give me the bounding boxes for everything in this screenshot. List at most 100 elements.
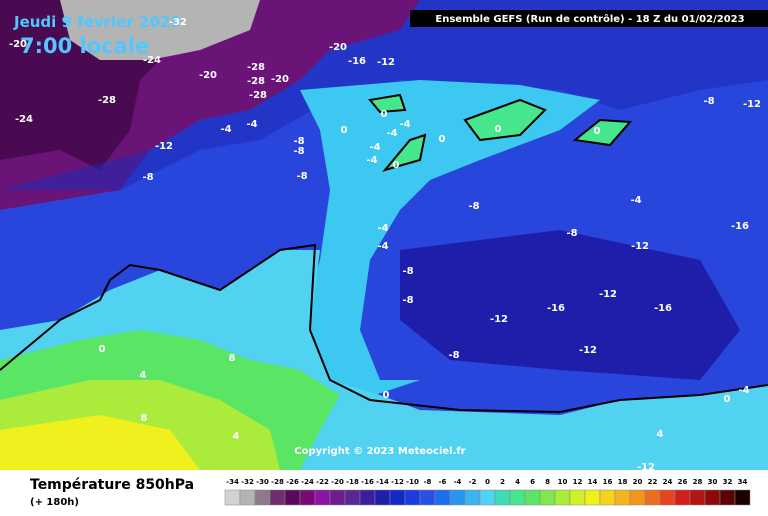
contour-label: 0 <box>724 394 731 405</box>
contour-label: -12 <box>599 289 617 300</box>
legend-swatch <box>584 489 601 506</box>
contour-label: 8 <box>229 353 236 364</box>
zero-contour-islands <box>368 93 633 172</box>
contour-label: -4 <box>386 128 397 139</box>
legend-swatch <box>254 489 271 506</box>
copyright: Copyright © 2023 Meteociel.fr <box>294 446 465 457</box>
legend-swatch <box>494 489 511 506</box>
contour-label: -8 <box>142 172 153 183</box>
legend-swatch <box>449 489 466 506</box>
legend-swatch <box>284 489 301 506</box>
legend-tick: -24 <box>301 478 314 486</box>
contour-label: -4 <box>738 385 749 396</box>
contour-label: -20 <box>271 74 289 85</box>
legend-tick: 14 <box>588 478 598 486</box>
contour-label: -12 <box>377 57 395 68</box>
legend-tick: -26 <box>286 478 299 486</box>
legend-tick: -2 <box>469 478 477 486</box>
legend-tick: 26 <box>678 478 688 486</box>
legend-tick: 12 <box>573 478 583 486</box>
legend-tick: 8 <box>545 478 550 486</box>
contour-label: -12 <box>637 462 655 473</box>
contour-label: 8 <box>141 413 148 424</box>
mid-region <box>0 0 768 190</box>
legend-swatch <box>269 489 286 506</box>
legend-tick: -16 <box>361 478 374 486</box>
contour-label: -20 <box>199 70 217 81</box>
contour-label: -4 <box>630 195 641 206</box>
legend-swatch <box>329 489 346 506</box>
legend-tick: -8 <box>424 478 432 486</box>
legend-tick: -28 <box>271 478 284 486</box>
contour-label: -4 <box>369 142 380 153</box>
legend-swatch <box>614 489 631 506</box>
contour-label: -20 <box>9 39 27 50</box>
contour-label: 0 <box>594 126 601 137</box>
contour-label: 0 <box>383 390 390 401</box>
legend-tick: -14 <box>376 478 389 486</box>
contour-label: -28 <box>249 90 267 101</box>
contour-label: -4 <box>377 223 388 234</box>
legend-tick: -22 <box>316 478 329 486</box>
contour-label: -12 <box>579 345 597 356</box>
legend-tick: 32 <box>723 478 733 486</box>
contour-label: -4 <box>366 155 377 166</box>
legend-tick: 28 <box>693 478 703 486</box>
mild-tongue <box>300 80 600 400</box>
contour-label: -16 <box>731 221 749 232</box>
legend-swatch <box>419 489 436 506</box>
contour-label: -20 <box>329 42 347 53</box>
legend-tick: 18 <box>618 478 628 486</box>
legend-swatch <box>404 489 421 506</box>
contour-label: -8 <box>293 146 304 157</box>
legend-tick: -10 <box>406 478 419 486</box>
legend-swatch <box>659 489 676 506</box>
contour-label: 0 <box>99 344 106 355</box>
legend-tick: -20 <box>331 478 344 486</box>
legend-tick: 30 <box>708 478 718 486</box>
contour-label: -8 <box>448 350 459 361</box>
legend-swatch <box>704 489 721 506</box>
legend-swatch <box>299 489 316 506</box>
legend-tick: -4 <box>454 478 462 486</box>
contour-label: -32 <box>169 17 187 28</box>
contour-label: 4 <box>657 429 664 440</box>
legend-swatch <box>359 489 376 506</box>
legend-tick: -18 <box>346 478 359 486</box>
legend-tick: 0 <box>485 478 490 486</box>
legend-swatch <box>239 489 256 506</box>
legend-swatch <box>524 489 541 506</box>
legend-swatch <box>689 489 706 506</box>
legend-tick: 2 <box>500 478 505 486</box>
legend-tick: 6 <box>530 478 535 486</box>
legend-tick: 20 <box>633 478 643 486</box>
forecast-date: Jeudi 9 février 2023 <box>13 13 181 31</box>
cold-europe <box>400 230 740 380</box>
legend-subtitle: (+ 180h) <box>30 497 79 508</box>
legend-swatch <box>389 489 406 506</box>
legend-swatch <box>719 489 736 506</box>
legend-swatch <box>629 489 646 506</box>
contour-label: -4 <box>377 241 388 252</box>
legend-tick: 34 <box>738 478 748 486</box>
contour-label: -4 <box>220 124 231 135</box>
contour-label: 0 <box>341 125 348 136</box>
legend-tick: -34 <box>226 478 239 486</box>
contour-label: -28 <box>98 95 116 106</box>
contour-label: -8 <box>703 96 714 107</box>
contour-label: -28 <box>247 76 265 87</box>
legend-swatch <box>224 489 241 506</box>
run-banner <box>410 10 768 27</box>
contour-label: -8 <box>402 266 413 277</box>
contour-label: -16 <box>547 303 565 314</box>
contour-label: 4 <box>140 370 147 381</box>
legend-swatch <box>569 489 586 506</box>
legend-swatch <box>644 489 661 506</box>
ice-region <box>60 0 260 60</box>
contour-label: -8 <box>402 295 413 306</box>
legend-swatch <box>674 489 691 506</box>
legend-title: Température 850hPa <box>30 477 194 493</box>
contour-label: -16 <box>348 56 366 67</box>
legend-tick: -6 <box>439 478 447 486</box>
contour-label: 4 <box>233 431 240 442</box>
